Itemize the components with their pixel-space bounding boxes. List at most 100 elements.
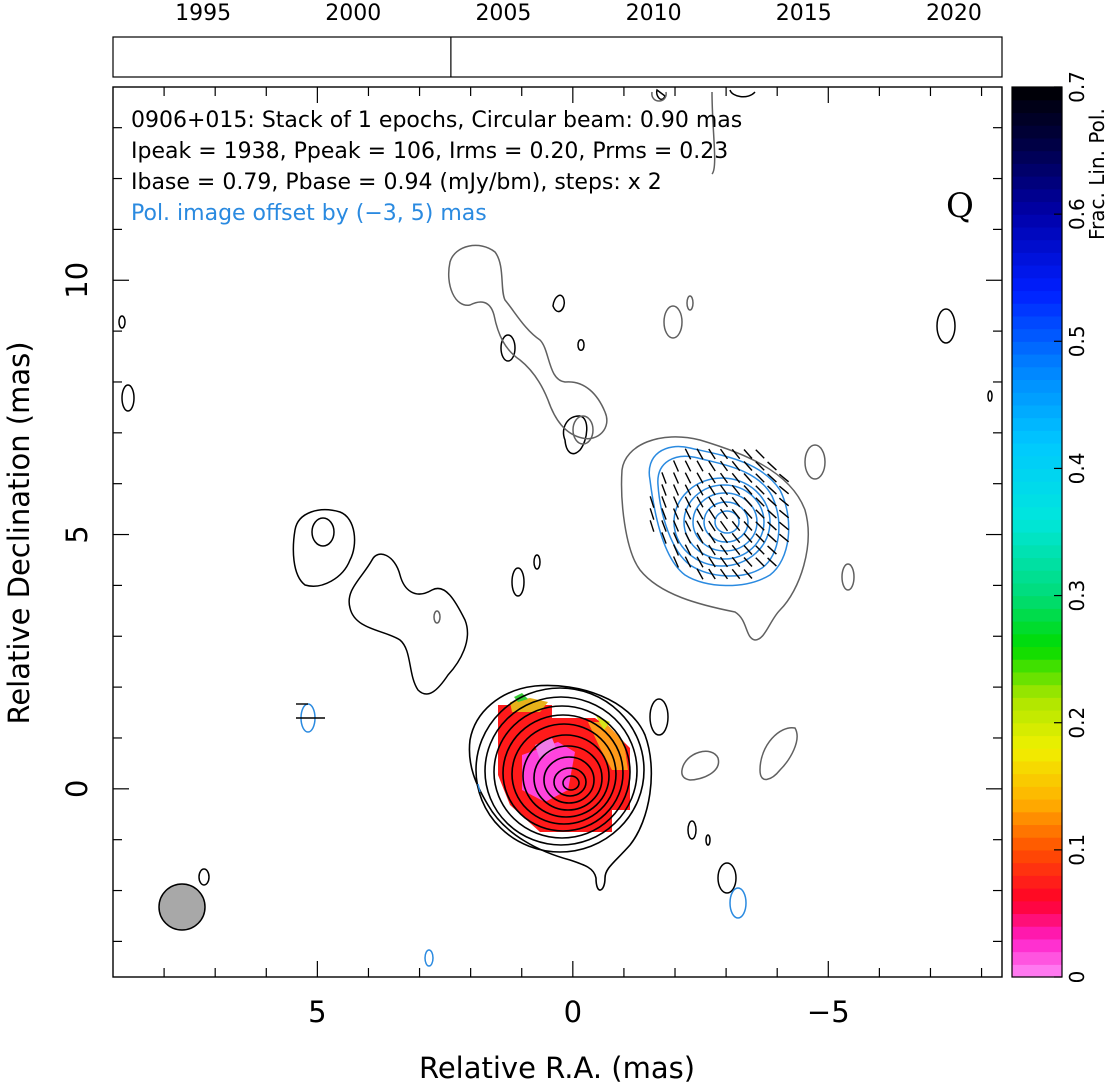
evpa-tick xyxy=(661,532,667,544)
annotation-line-3: Ibase = 0.79, Pbase = 0.94 (mJy/bm), ste… xyxy=(131,170,662,195)
timeline-tick-label: 2015 xyxy=(776,1,832,26)
evpa-tick xyxy=(743,545,753,555)
evpa-tick xyxy=(755,521,765,531)
evpa-tick xyxy=(731,544,741,556)
colorbar-band xyxy=(1012,163,1062,177)
jet-contour xyxy=(705,834,711,846)
colorbar-tick-label: 0.3 xyxy=(1065,580,1089,612)
timeline-tick-label: 2000 xyxy=(325,1,381,26)
core-contour xyxy=(543,756,595,804)
evpa-tick xyxy=(743,569,753,579)
timeline-frame xyxy=(112,36,1003,78)
colorbar-band xyxy=(1012,799,1062,813)
y-tick-label: 0 xyxy=(60,780,94,798)
evpa-tick xyxy=(696,556,704,568)
jet-contour xyxy=(717,862,737,894)
timeline-tick-label: 2005 xyxy=(475,1,531,26)
colorbar-band xyxy=(1012,773,1062,787)
evpa-tick xyxy=(743,485,753,495)
evpa-tick xyxy=(743,509,753,519)
jet-contour xyxy=(348,553,469,695)
evpa-tick xyxy=(767,461,777,471)
jet-contour xyxy=(198,868,210,886)
jet-contour xyxy=(562,415,588,455)
colorbar-band xyxy=(1012,913,1062,927)
jet-contour xyxy=(311,517,335,547)
evpa-tick xyxy=(731,496,741,508)
colorbar-band xyxy=(1012,519,1062,533)
core-contour xyxy=(553,767,587,797)
evpa-tick xyxy=(719,472,729,484)
colorbar-band xyxy=(1012,621,1062,635)
colorbar-band xyxy=(1012,570,1062,584)
colorbar-band xyxy=(1012,290,1062,304)
evpa-tick xyxy=(708,544,716,556)
evpa-tick xyxy=(672,472,680,484)
evpa-tick xyxy=(672,508,680,520)
low-level-contours xyxy=(433,91,855,781)
core-contours xyxy=(468,684,653,891)
colorbar-band xyxy=(1012,328,1062,342)
colorbar-gradient xyxy=(1012,87,1062,978)
colorbar-band xyxy=(1012,315,1062,330)
evpa-tick xyxy=(684,460,692,472)
core-contour xyxy=(475,687,645,853)
colorbar-tick-label: 0.7 xyxy=(1065,71,1089,103)
colorbar-band xyxy=(1012,252,1062,266)
evpa-tick xyxy=(649,520,655,532)
evpa-tick xyxy=(731,520,741,532)
evpa-tick xyxy=(778,497,790,507)
evpa-tick xyxy=(743,449,753,459)
evpa-tick xyxy=(684,448,692,460)
evpa-tick xyxy=(696,472,704,484)
band-label: Q xyxy=(946,186,974,226)
y-axis-title: Relative Declination (mas) xyxy=(2,341,36,724)
jet-contour xyxy=(552,294,566,313)
colorbar-band xyxy=(1012,226,1062,241)
evpa-tick xyxy=(755,557,765,567)
evpa-tick xyxy=(731,448,741,460)
low-contour xyxy=(841,563,855,591)
jet-contour xyxy=(936,308,956,344)
colorbar-tick-label: 0.6 xyxy=(1065,198,1089,230)
map-contents xyxy=(118,88,993,967)
low-contour xyxy=(620,436,809,641)
evpa-tick xyxy=(719,484,729,496)
jet-contour xyxy=(118,315,126,329)
evpa-tick xyxy=(743,533,753,543)
core-contour xyxy=(493,705,631,839)
evpa-tick xyxy=(708,508,716,520)
colorbar-band xyxy=(1012,239,1062,253)
core-contour xyxy=(511,723,617,825)
low-contour xyxy=(711,91,716,175)
evpa-tick xyxy=(672,520,680,532)
evpa-tick xyxy=(684,472,692,484)
colorbar-band xyxy=(1012,697,1062,711)
epoch-timeline: 1995 2000 2005 2010 2015 2020 xyxy=(112,1,1003,78)
jet-contour xyxy=(729,89,756,98)
evpa-tick xyxy=(778,509,790,519)
low-contour xyxy=(651,91,667,102)
evpa-tick xyxy=(696,532,704,544)
evpa-tick xyxy=(778,521,790,531)
evpa-tick xyxy=(684,532,692,544)
colorbar-band xyxy=(1012,824,1062,838)
evpa-tick xyxy=(719,520,729,532)
evpa-tick xyxy=(661,508,667,520)
colorbar-tick-label: 0 xyxy=(1065,971,1089,984)
evpa-tick xyxy=(767,509,777,519)
evpa-tick xyxy=(767,485,777,495)
jet-contours xyxy=(118,88,993,894)
evpa-tick xyxy=(661,472,667,484)
evpa-tick xyxy=(719,448,729,460)
low-contour xyxy=(804,444,826,480)
evpa-tick xyxy=(731,556,741,568)
evpa-tick xyxy=(755,533,765,543)
colorbar-band xyxy=(1012,443,1062,457)
x-tick-label: 5 xyxy=(308,995,326,1029)
evpa-tick xyxy=(719,532,729,544)
colorbar-tick-label: 0.1 xyxy=(1065,834,1089,866)
evpa-tick xyxy=(755,509,765,519)
evpa-tick xyxy=(767,473,777,483)
evpa-tick xyxy=(672,496,680,508)
